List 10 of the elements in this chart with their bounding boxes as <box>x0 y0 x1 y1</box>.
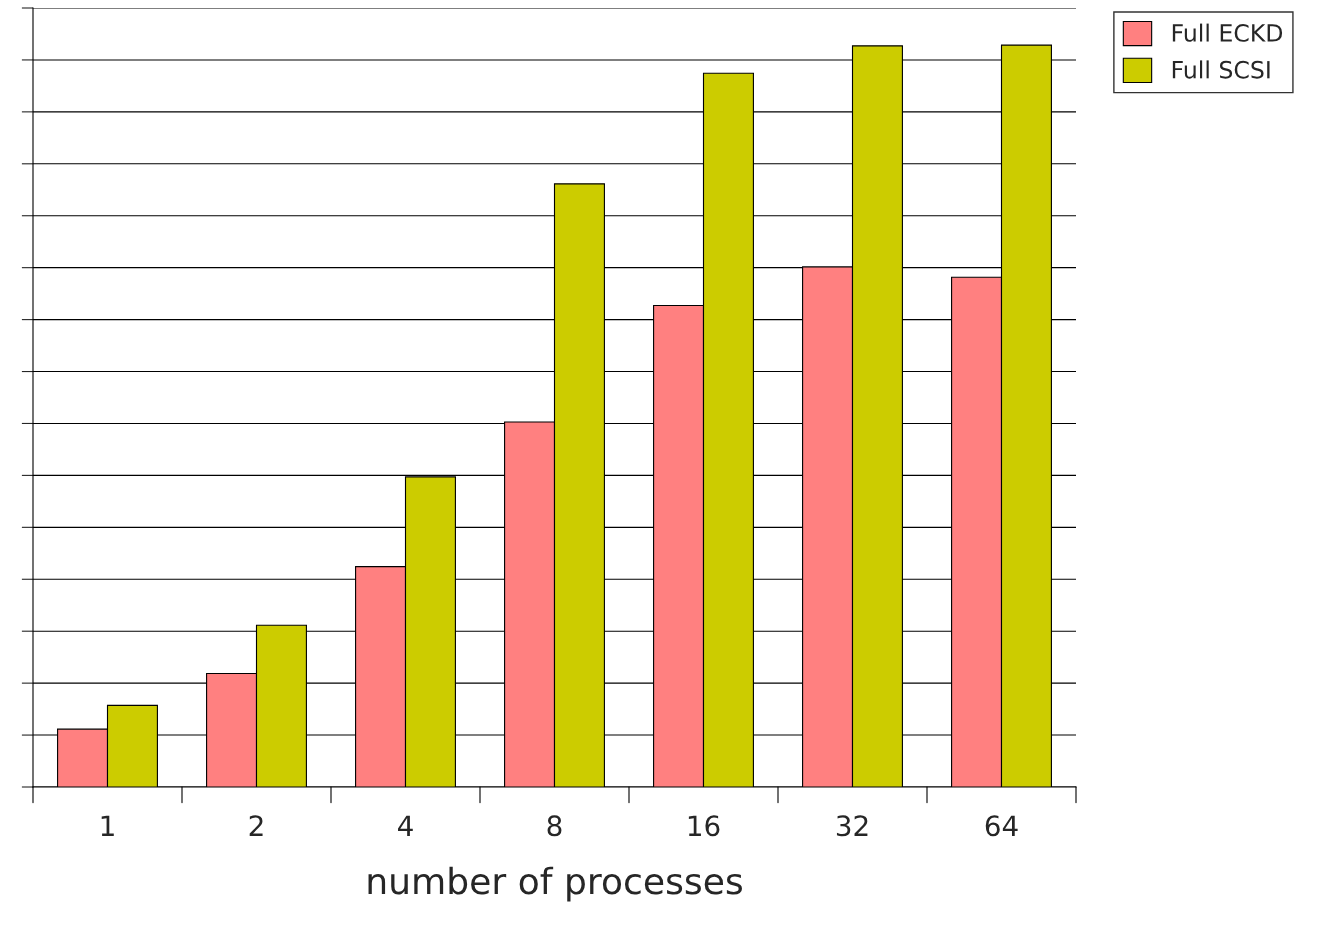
x-tick-label: 1 <box>101 815 114 836</box>
x-tick-label: 4 <box>398 815 413 836</box>
x-tick-label: 32 <box>836 815 868 837</box>
legend-label: Full ECKD <box>1172 23 1283 42</box>
legend-label: Full SCSI <box>1172 60 1270 79</box>
x-tick-label: 2 <box>249 815 263 836</box>
x-tick-label: 16 <box>688 815 720 837</box>
x-tick-label: 8 <box>547 815 562 837</box>
x-tick-label: 64 <box>985 815 1018 837</box>
x-axis-title: number of processes <box>368 866 742 902</box>
